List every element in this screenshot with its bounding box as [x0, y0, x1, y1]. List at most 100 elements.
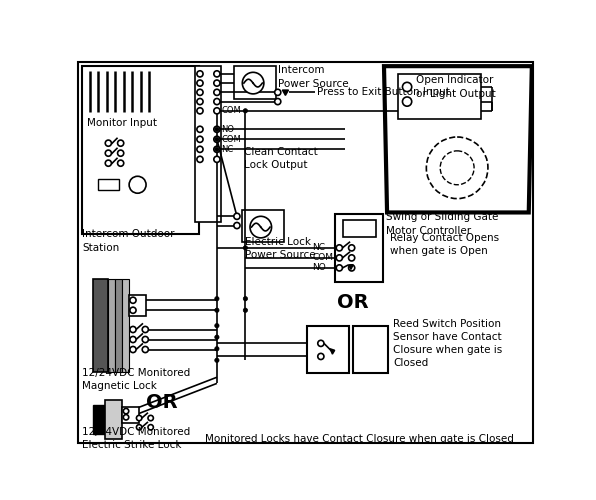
Circle shape: [142, 326, 148, 332]
Circle shape: [349, 265, 355, 271]
Bar: [398, 74, 481, 118]
Text: OR: OR: [337, 293, 369, 312]
Circle shape: [243, 308, 247, 312]
Circle shape: [130, 326, 136, 332]
Text: Intercom Outdoor
Station: Intercom Outdoor Station: [82, 230, 175, 252]
Circle shape: [117, 150, 124, 156]
Circle shape: [197, 126, 203, 132]
Text: NO: NO: [222, 125, 234, 134]
Circle shape: [214, 126, 220, 132]
Circle shape: [197, 136, 203, 142]
Bar: [93, 280, 108, 372]
Text: Electric Lock
Power Source: Electric Lock Power Source: [246, 237, 316, 260]
Circle shape: [234, 222, 240, 228]
Circle shape: [214, 80, 220, 86]
Circle shape: [214, 71, 220, 77]
Bar: [105, 400, 122, 439]
Text: NC: NC: [312, 244, 325, 252]
Bar: [98, 180, 119, 190]
Circle shape: [215, 308, 219, 312]
Text: OR: OR: [147, 393, 178, 412]
Text: Monitor Input: Monitor Input: [87, 118, 157, 128]
Circle shape: [130, 346, 136, 352]
Text: 12/24VDC Monitored
Magnetic Lock: 12/24VDC Monitored Magnetic Lock: [82, 368, 190, 391]
Circle shape: [142, 336, 148, 342]
Circle shape: [440, 151, 474, 184]
Circle shape: [215, 358, 219, 362]
Circle shape: [197, 146, 203, 152]
Bar: [122, 406, 139, 424]
Circle shape: [130, 307, 136, 314]
Bar: [307, 326, 349, 374]
Bar: [82, 66, 199, 234]
Circle shape: [130, 297, 136, 304]
Text: Relay Contact Opens
when gate is Open: Relay Contact Opens when gate is Open: [390, 233, 499, 256]
Circle shape: [142, 346, 148, 352]
Circle shape: [123, 414, 129, 420]
Circle shape: [214, 108, 220, 114]
Circle shape: [243, 108, 247, 113]
Text: Press to Exit Button Input: Press to Exit Button Input: [317, 88, 450, 98]
Circle shape: [148, 416, 153, 420]
Circle shape: [215, 335, 219, 340]
Circle shape: [130, 336, 136, 342]
Circle shape: [214, 146, 220, 152]
Circle shape: [402, 82, 412, 92]
Circle shape: [426, 137, 488, 198]
Circle shape: [215, 324, 219, 328]
Circle shape: [197, 90, 203, 96]
Circle shape: [349, 245, 355, 251]
Circle shape: [250, 216, 272, 238]
Circle shape: [336, 245, 343, 251]
Circle shape: [117, 140, 124, 146]
Text: Clean Contact
Lock Output: Clean Contact Lock Output: [244, 147, 318, 170]
Circle shape: [136, 424, 142, 430]
Circle shape: [336, 255, 343, 261]
Circle shape: [318, 354, 324, 360]
Circle shape: [197, 98, 203, 104]
Bar: [122, 280, 129, 372]
Circle shape: [349, 255, 355, 261]
Bar: [336, 214, 383, 282]
Circle shape: [215, 346, 219, 351]
Circle shape: [318, 340, 324, 346]
Circle shape: [215, 296, 219, 301]
Bar: [195, 66, 221, 222]
Bar: [234, 66, 276, 98]
Polygon shape: [330, 349, 335, 354]
Circle shape: [275, 98, 281, 104]
Text: COM: COM: [222, 106, 241, 116]
Circle shape: [215, 127, 219, 132]
Text: COM: COM: [312, 254, 333, 262]
Text: NO: NO: [312, 264, 326, 272]
Circle shape: [117, 160, 124, 166]
Circle shape: [197, 108, 203, 114]
Circle shape: [105, 160, 111, 166]
Circle shape: [197, 71, 203, 77]
Bar: [353, 326, 388, 374]
Circle shape: [123, 408, 129, 414]
Circle shape: [129, 176, 146, 193]
Bar: [108, 280, 115, 372]
Text: Reed Switch Position
Sensor have Contact
Closure when gate is
Closed: Reed Switch Position Sensor have Contact…: [393, 318, 502, 368]
Bar: [93, 405, 105, 434]
Polygon shape: [283, 90, 288, 96]
Circle shape: [275, 90, 281, 96]
Circle shape: [214, 136, 220, 142]
Circle shape: [105, 140, 111, 146]
Circle shape: [243, 246, 247, 250]
Text: Open Indicator
or Light Output: Open Indicator or Light Output: [417, 76, 496, 98]
Circle shape: [148, 424, 153, 430]
Text: 12/24VDC Monitored
Electric Strike Lock: 12/24VDC Monitored Electric Strike Lock: [82, 427, 190, 450]
Circle shape: [336, 265, 343, 271]
Circle shape: [105, 150, 111, 156]
Circle shape: [197, 156, 203, 162]
Bar: [129, 295, 146, 316]
Circle shape: [197, 80, 203, 86]
Text: Swing or Sliding Gate
Motor Controller: Swing or Sliding Gate Motor Controller: [386, 212, 499, 236]
Circle shape: [214, 98, 220, 104]
Bar: [115, 280, 122, 372]
Circle shape: [214, 90, 220, 96]
Circle shape: [243, 296, 247, 301]
Circle shape: [215, 147, 219, 152]
